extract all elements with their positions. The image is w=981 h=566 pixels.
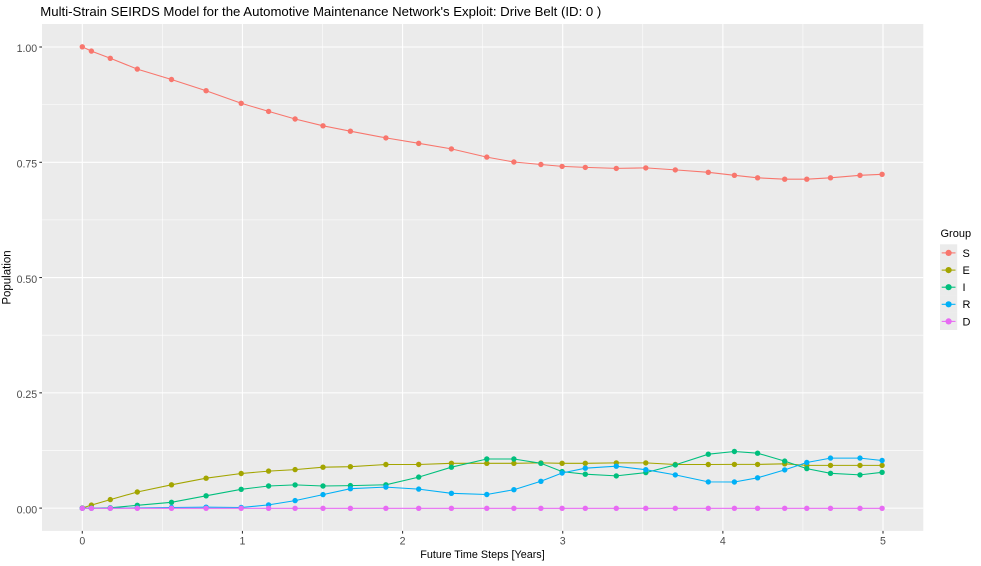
svg-text:S: S [963,248,970,260]
svg-text:1.00: 1.00 [17,43,38,55]
svg-text:D: D [963,316,971,328]
svg-text:I: I [963,282,966,294]
svg-text:Multi-Strain SEIRDS Model for: Multi-Strain SEIRDS Model for the Automo… [40,4,601,19]
svg-text:0.50: 0.50 [17,274,38,286]
svg-text:0.25: 0.25 [17,389,38,401]
svg-text:Population: Population [2,250,14,304]
svg-text:0.00: 0.00 [17,504,38,516]
svg-text:R: R [963,299,971,311]
svg-text:0: 0 [79,536,85,548]
svg-text:E: E [963,265,970,277]
svg-text:2: 2 [400,536,406,548]
svg-text:5: 5 [880,536,886,548]
svg-text:Group: Group [941,228,972,240]
svg-text:3: 3 [560,536,566,548]
svg-text:Future Time Steps [Years]: Future Time Steps [Years] [420,549,544,561]
svg-text:4: 4 [720,536,726,548]
svg-text:0.75: 0.75 [17,159,38,171]
svg-text:1: 1 [239,536,245,548]
